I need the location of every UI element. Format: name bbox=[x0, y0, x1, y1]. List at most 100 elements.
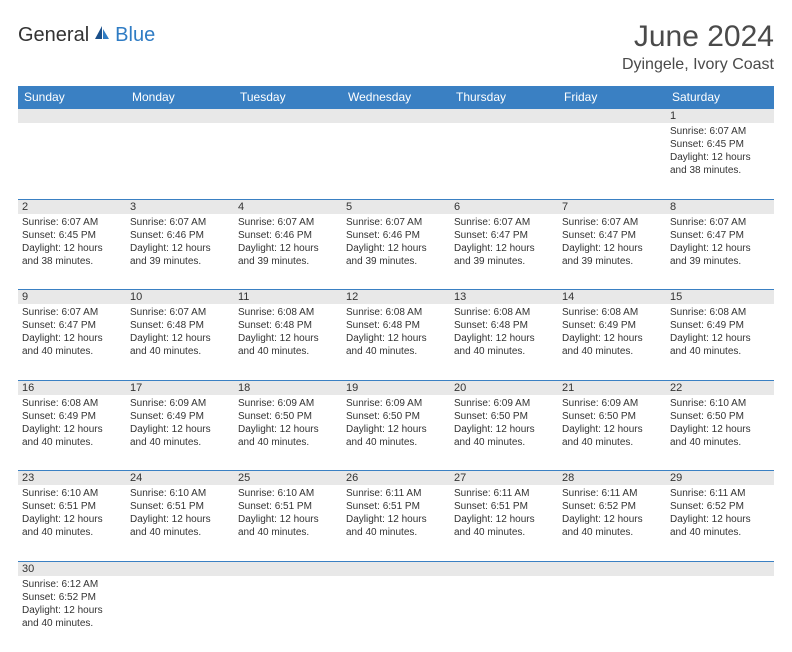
day-cell bbox=[342, 123, 450, 199]
day-cell bbox=[558, 123, 666, 199]
day-number-row: 1 bbox=[18, 109, 774, 124]
daylight-text-1: Daylight: 12 hours bbox=[130, 513, 230, 526]
day-number bbox=[450, 109, 558, 124]
sunset-text: Sunset: 6:48 PM bbox=[130, 319, 230, 332]
sunrise-text: Sunrise: 6:07 AM bbox=[22, 216, 122, 229]
daylight-text-1: Daylight: 12 hours bbox=[454, 513, 554, 526]
sunrise-text: Sunrise: 6:08 AM bbox=[238, 306, 338, 319]
day-content-row: Sunrise: 6:07 AMSunset: 6:45 PMDaylight:… bbox=[18, 123, 774, 199]
daylight-text-1: Daylight: 12 hours bbox=[454, 242, 554, 255]
day-number: 25 bbox=[234, 471, 342, 486]
daylight-text-1: Daylight: 12 hours bbox=[130, 332, 230, 345]
day-cell: Sunrise: 6:09 AMSunset: 6:50 PMDaylight:… bbox=[342, 395, 450, 471]
daylight-text-1: Daylight: 12 hours bbox=[22, 242, 122, 255]
daylight-text-2: and 40 minutes. bbox=[346, 526, 446, 539]
sunset-text: Sunset: 6:49 PM bbox=[670, 319, 770, 332]
daylight-text-2: and 39 minutes. bbox=[346, 255, 446, 268]
sunrise-text: Sunrise: 6:09 AM bbox=[562, 397, 662, 410]
sunset-text: Sunset: 6:45 PM bbox=[22, 229, 122, 242]
daylight-text-1: Daylight: 12 hours bbox=[238, 423, 338, 436]
day-number: 24 bbox=[126, 471, 234, 486]
day-cell bbox=[234, 576, 342, 652]
day-cell bbox=[342, 576, 450, 652]
day-header: Friday bbox=[558, 86, 666, 109]
day-cell: Sunrise: 6:10 AMSunset: 6:51 PMDaylight:… bbox=[126, 485, 234, 561]
day-cell: Sunrise: 6:09 AMSunset: 6:50 PMDaylight:… bbox=[558, 395, 666, 471]
day-cell: Sunrise: 6:07 AMSunset: 6:46 PMDaylight:… bbox=[234, 214, 342, 290]
month-title: June 2024 bbox=[622, 20, 774, 54]
day-number-row: 9101112131415 bbox=[18, 290, 774, 305]
daylight-text-2: and 39 minutes. bbox=[238, 255, 338, 268]
daylight-text-2: and 40 minutes. bbox=[22, 345, 122, 358]
sunrise-text: Sunrise: 6:07 AM bbox=[670, 125, 770, 138]
day-number-row: 23242526272829 bbox=[18, 471, 774, 486]
daylight-text-1: Daylight: 12 hours bbox=[346, 513, 446, 526]
day-cell: Sunrise: 6:09 AMSunset: 6:50 PMDaylight:… bbox=[450, 395, 558, 471]
day-cell bbox=[558, 576, 666, 652]
day-number: 4 bbox=[234, 199, 342, 214]
day-number: 23 bbox=[18, 471, 126, 486]
day-number bbox=[18, 109, 126, 124]
day-number: 6 bbox=[450, 199, 558, 214]
daylight-text-2: and 40 minutes. bbox=[562, 436, 662, 449]
day-number: 19 bbox=[342, 380, 450, 395]
day-content-row: Sunrise: 6:08 AMSunset: 6:49 PM Daylight:… bbox=[18, 395, 774, 471]
day-content-row: Sunrise: 6:12 AMSunset: 6:52 PMDaylight:… bbox=[18, 576, 774, 652]
sunrise-text: Sunrise: 6:07 AM bbox=[670, 216, 770, 229]
day-number: 20 bbox=[450, 380, 558, 395]
sunset-text: Sunset: 6:48 PM bbox=[454, 319, 554, 332]
day-content-row: Sunrise: 6:07 AMSunset: 6:45 PMDaylight:… bbox=[18, 214, 774, 290]
day-number-row: 16171819202122 bbox=[18, 380, 774, 395]
day-cell: Sunrise: 6:11 AMSunset: 6:51 PMDaylight:… bbox=[450, 485, 558, 561]
daylight-text-1: Daylight: 12 hours bbox=[346, 332, 446, 345]
day-number bbox=[558, 109, 666, 124]
sunset-text: Sunset: 6:51 PM bbox=[238, 500, 338, 513]
sunset-text: Sunset: 6:49 PM bbox=[22, 410, 122, 423]
sunset-text: Sunset: 6:50 PM bbox=[346, 410, 446, 423]
day-cell: Sunrise: 6:08 AMSunset: 6:48 PMDaylight:… bbox=[234, 304, 342, 380]
day-number: 7 bbox=[558, 199, 666, 214]
daylight-text-2: and 40 minutes. bbox=[562, 526, 662, 539]
day-cell bbox=[450, 123, 558, 199]
day-number: 2 bbox=[18, 199, 126, 214]
daylight-text-2: and 40 minutes. bbox=[346, 436, 446, 449]
day-number bbox=[558, 561, 666, 576]
daylight-text-2: and 40 minutes. bbox=[22, 526, 122, 539]
sunrise-text: Sunrise: 6:07 AM bbox=[22, 306, 122, 319]
daylight-text-1: Daylight: 12 hours bbox=[130, 242, 230, 255]
day-number bbox=[234, 109, 342, 124]
daylight-text-1: Daylight: 12 hours bbox=[562, 332, 662, 345]
day-cell bbox=[126, 123, 234, 199]
sunrise-text: Sunrise: 6:08 AM bbox=[454, 306, 554, 319]
sunrise-text: Sunrise: 6:07 AM bbox=[130, 306, 230, 319]
sunset-text: Sunset: 6:51 PM bbox=[454, 500, 554, 513]
daylight-text-2: and 40 minutes. bbox=[130, 436, 230, 449]
sunrise-text: Sunrise: 6:11 AM bbox=[562, 487, 662, 500]
sunset-text: Sunset: 6:51 PM bbox=[346, 500, 446, 513]
day-number bbox=[342, 561, 450, 576]
sunset-text: Sunset: 6:50 PM bbox=[454, 410, 554, 423]
sunrise-text: Sunrise: 6:10 AM bbox=[238, 487, 338, 500]
logo: General Blue bbox=[18, 24, 155, 47]
daylight-text-2: and 40 minutes. bbox=[454, 526, 554, 539]
day-number-row: 30 bbox=[18, 561, 774, 576]
day-number: 12 bbox=[342, 290, 450, 305]
daylight-text-2: and 40 minutes. bbox=[238, 526, 338, 539]
day-number: 14 bbox=[558, 290, 666, 305]
daylight-text-1: Daylight: 12 hours bbox=[562, 242, 662, 255]
day-number: 26 bbox=[342, 471, 450, 486]
day-header: Sunday bbox=[18, 86, 126, 109]
location: Dyingele, Ivory Coast bbox=[622, 56, 774, 74]
daylight-text-1: Daylight: 12 hours bbox=[454, 332, 554, 345]
day-cell: Sunrise: 6:07 AMSunset: 6:46 PMDaylight:… bbox=[342, 214, 450, 290]
day-header-row: SundayMondayTuesdayWednesdayThursdayFrid… bbox=[18, 86, 774, 109]
sunrise-text: Sunrise: 6:11 AM bbox=[454, 487, 554, 500]
sunrise-text: Sunrise: 6:12 AM bbox=[22, 578, 122, 591]
day-header: Monday bbox=[126, 86, 234, 109]
day-number: 9 bbox=[18, 290, 126, 305]
sunrise-text: Sunrise: 6:08 AM bbox=[22, 397, 122, 410]
daylight-text-2: and 40 minutes. bbox=[238, 436, 338, 449]
sunrise-text: Sunrise: 6:07 AM bbox=[454, 216, 554, 229]
day-cell: Sunrise: 6:11 AMSunset: 6:51 PMDaylight:… bbox=[342, 485, 450, 561]
daylight-text-1: Daylight: 12 hours bbox=[670, 332, 770, 345]
